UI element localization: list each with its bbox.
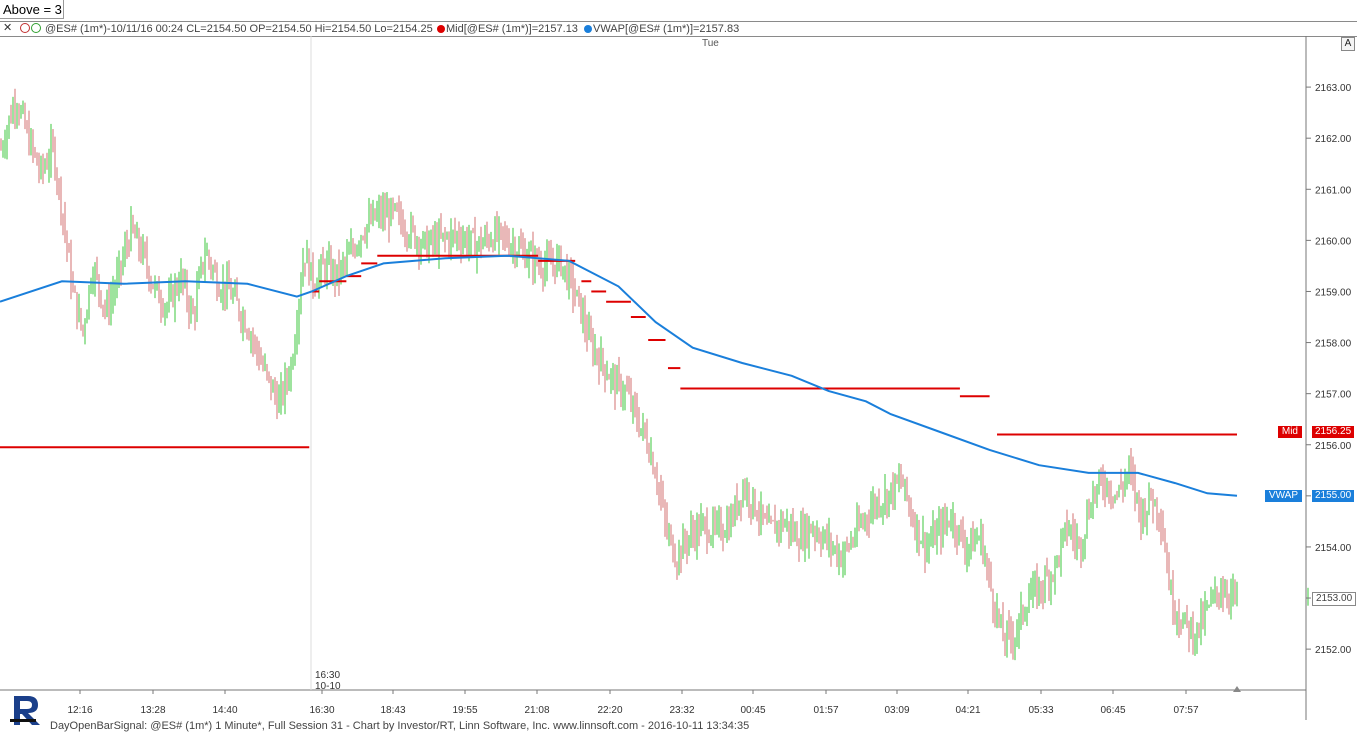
symbol-info: @ES# (1m*)-10/11/16 00:24 CL=2154.50 OP=… [45,23,433,35]
y-tick-label: 2152.00 [1315,645,1352,656]
up-dot-icon [31,23,41,33]
x-tick-label: 07:57 [1173,705,1198,716]
vwap-line [0,254,1238,497]
scroll-marker-icon[interactable] [1233,686,1241,692]
y-axis: 2152.002153.002154.002155.002156.002157.… [1306,83,1352,656]
chart-header: ✕ @ES# (1m*)-10/11/16 00:24 CL=2154.50 O… [0,21,1357,37]
autoscale-button[interactable]: A [1341,37,1355,51]
x-tick-label: 04:21 [955,705,980,716]
y-tick-label: 2163.00 [1315,83,1352,94]
footer-caption: DayOpenBarSignal: @ES# (1m*) 1 Minute*, … [50,720,750,732]
close-icon[interactable]: ✕ [3,22,13,34]
mid-info: Mid[@ES# (1m*)]=2157.13 [446,23,578,35]
last-value-name: Mid [1277,425,1302,438]
investor-rt-logo-icon [10,696,40,725]
x-tick-label: 03:09 [884,705,909,716]
y-tick-label: 2160.00 [1315,236,1352,247]
y-tick-label: 2161.00 [1315,185,1352,196]
session-time: 16:30 [315,670,340,681]
y-tick-label: 2158.00 [1315,339,1352,350]
last-value-tag: 2153.00 [1312,592,1357,607]
above-label: Above = 3 [0,0,64,19]
y-tick-label: 2157.00 [1315,390,1352,401]
price-chart[interactable]: 2152.00 2153.00 2154.00 2155.00 2156.00 2157.… [0,36,1357,720]
x-tick-label: 23:32 [669,705,694,716]
x-tick-label: 22:20 [597,705,622,716]
x-tick-label: 05:33 [1028,705,1053,716]
last-value-tag: 2155.00 [1312,489,1355,502]
y-tick-label: 2156.00 [1315,441,1352,452]
x-tick-label: 06:45 [1100,705,1125,716]
header-vwap: VWAP[@ES# (1m*)]=2157.83 [584,23,739,35]
x-tick-label: 01:57 [813,705,838,716]
x-tick-label: 16:30 [309,705,334,716]
day-label: Tue [702,38,719,49]
x-tick-label: 13:28 [140,705,165,716]
last-value-tag: 2156.25 [1312,425,1355,438]
x-tick-label: 00:45 [740,705,765,716]
plot-area[interactable]: 2152.00 2153.00 2154.00 2155.00 2156.00 2157.… [0,36,1357,725]
x-tick-label: 18:43 [380,705,405,716]
header-mid: Mid[@ES# (1m*)]=2157.13 [437,23,578,35]
last-value-name: VWAP [1264,489,1302,502]
x-tick-label: 12:16 [67,705,92,716]
x-axis: 12:16 13:28 14:40 16:30 18:43 19:55 21:08 22:20… [67,690,1199,716]
header-symbol: @ES# (1m*)-10/11/16 00:24 CL=2154.50 OP=… [20,23,433,35]
y-tick-label: 2159.00 [1315,287,1352,298]
x-tick-label: 14:40 [212,705,237,716]
x-tick-label: 21:08 [524,705,549,716]
price-bars [0,88,1309,661]
down-dot-icon [20,23,30,33]
vwap-dot-icon [584,25,592,33]
session-date: 10-10 [315,681,341,692]
vwap-info: VWAP[@ES# (1m*)]=2157.83 [593,23,740,35]
y-tick-label: 2154.00 [1315,543,1352,554]
y-tick-label: 2162.00 [1315,134,1352,145]
x-tick-label: 19:55 [452,705,477,716]
mid-dot-icon [437,25,445,33]
